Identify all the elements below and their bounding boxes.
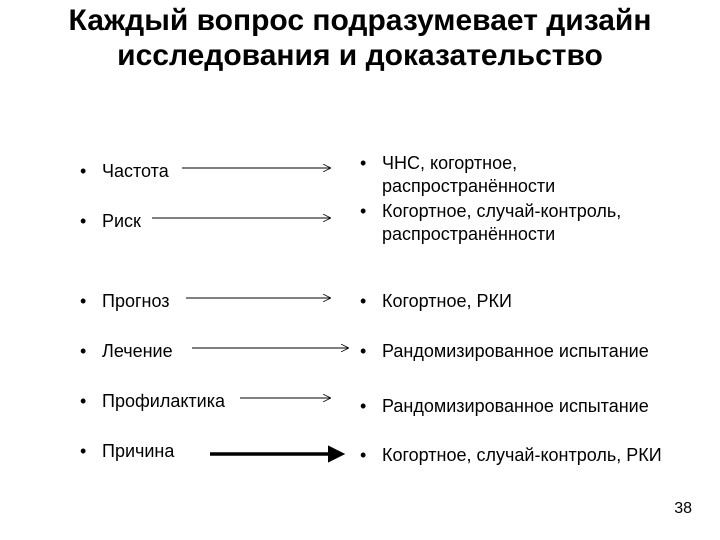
slide: Каждый вопрос подразумевает дизайн иссле… bbox=[0, 0, 720, 540]
left-item: Профилактика bbox=[80, 390, 340, 413]
left-bullet: Лечение bbox=[80, 340, 340, 363]
left-bullet: Причина bbox=[80, 440, 340, 463]
slide-title: Каждый вопрос подразумевает дизайн иссле… bbox=[0, 4, 720, 73]
right-bullet: ЧНС, когортное, распространённости bbox=[360, 152, 690, 197]
right-bullet: Рандомизированное испытание bbox=[360, 395, 690, 418]
left-item: Частота bbox=[80, 160, 340, 183]
right-item: Рандомизированное испытание bbox=[360, 395, 690, 418]
left-item: Лечение bbox=[80, 340, 340, 363]
left-bullet: Частота bbox=[80, 160, 340, 183]
right-bullet: Когортное, РКИ bbox=[360, 290, 690, 313]
left-bullet: Профилактика bbox=[80, 390, 340, 413]
left-item: Прогноз bbox=[80, 290, 340, 313]
left-bullet: Прогноз bbox=[80, 290, 340, 313]
right-item: Когортное, случай-контроль, распространё… bbox=[360, 200, 690, 245]
left-item: Причина bbox=[80, 440, 340, 463]
right-item: Рандомизированное испытание bbox=[360, 340, 690, 363]
right-item: Когортное, случай-контроль, РКИ bbox=[360, 444, 690, 467]
right-bullet: Рандомизированное испытание bbox=[360, 340, 690, 363]
right-item: Когортное, РКИ bbox=[360, 290, 690, 313]
left-item: Риск bbox=[80, 210, 340, 233]
left-bullet: Риск bbox=[80, 210, 340, 233]
page-number: 38 bbox=[674, 500, 692, 518]
right-bullet: Когортное, случай-контроль, РКИ bbox=[360, 444, 690, 467]
right-bullet: Когортное, случай-контроль, распространё… bbox=[360, 200, 690, 245]
right-item: ЧНС, когортное, распространённости bbox=[360, 152, 690, 197]
